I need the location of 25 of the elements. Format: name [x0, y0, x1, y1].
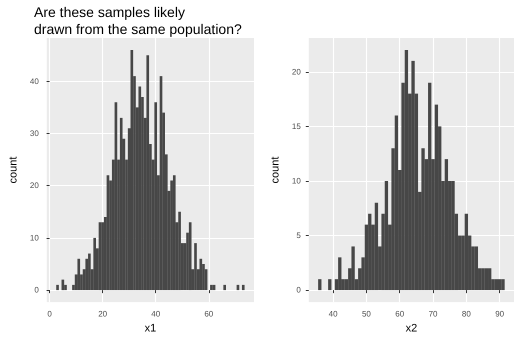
x-tick-label: 40 — [328, 310, 338, 319]
y-tick-label: 20 — [292, 67, 302, 76]
x-tick-label: 50 — [362, 310, 372, 319]
y-tick-label: 10 — [292, 176, 302, 186]
y-tick-label: 0 — [34, 286, 40, 295]
y-tick-label: 10 — [30, 233, 40, 242]
x-axis-title: x2 — [406, 322, 418, 334]
y-tick-label: 20 — [30, 181, 40, 190]
x-tick-label: 80 — [462, 310, 472, 319]
x-tick-label: 60 — [204, 310, 214, 319]
x-tick-label: 20 — [98, 310, 108, 319]
y-axis-title: count — [8, 156, 20, 184]
y-tick-label: 5 — [296, 231, 302, 240]
y-tick-label: 15 — [292, 122, 302, 131]
y-axis-title: count — [270, 156, 282, 184]
x-tick-label: 40 — [151, 310, 161, 319]
y-tick-label: 40 — [30, 76, 40, 86]
x-axis-title: x1 — [144, 322, 156, 334]
y-tick-label: 30 — [30, 129, 40, 138]
x-tick-label: 60 — [395, 310, 405, 319]
x-tick-label: 70 — [428, 310, 438, 319]
x-tick-label: 90 — [495, 310, 505, 319]
x-tick-label: 0 — [47, 310, 52, 319]
chart-title: Are these samples likely drawn from the same population? — [34, 4, 242, 38]
y-tick-label: 0 — [296, 286, 302, 295]
